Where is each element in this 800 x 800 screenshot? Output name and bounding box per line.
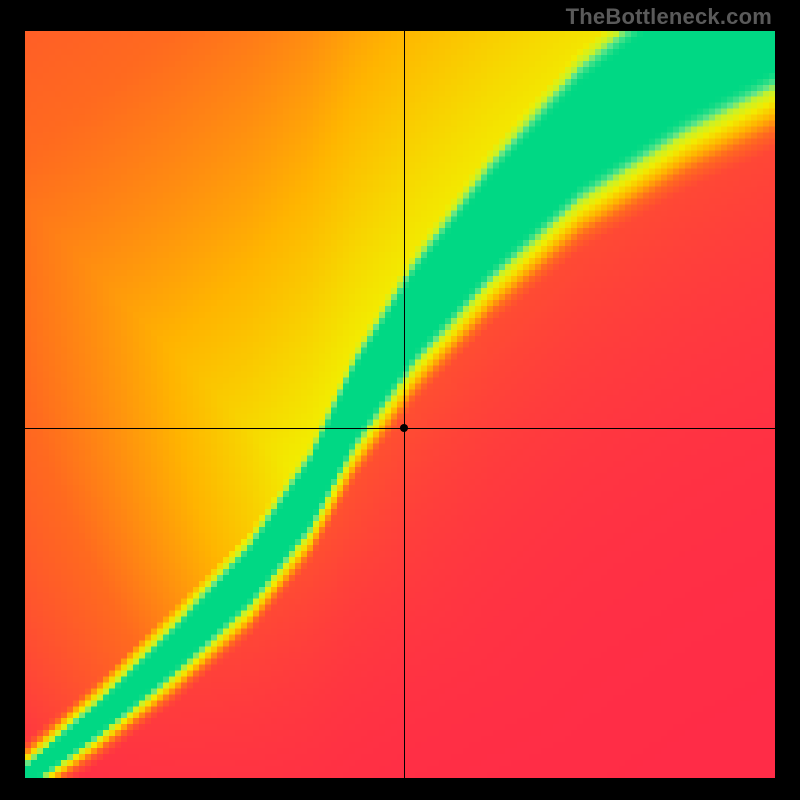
crosshair-marker-dot xyxy=(400,424,408,432)
chart-container: TheBottleneck.com xyxy=(0,0,800,800)
crosshair-vertical xyxy=(404,31,405,778)
bottleneck-heatmap xyxy=(25,31,775,778)
watermark-text: TheBottleneck.com xyxy=(566,4,772,30)
